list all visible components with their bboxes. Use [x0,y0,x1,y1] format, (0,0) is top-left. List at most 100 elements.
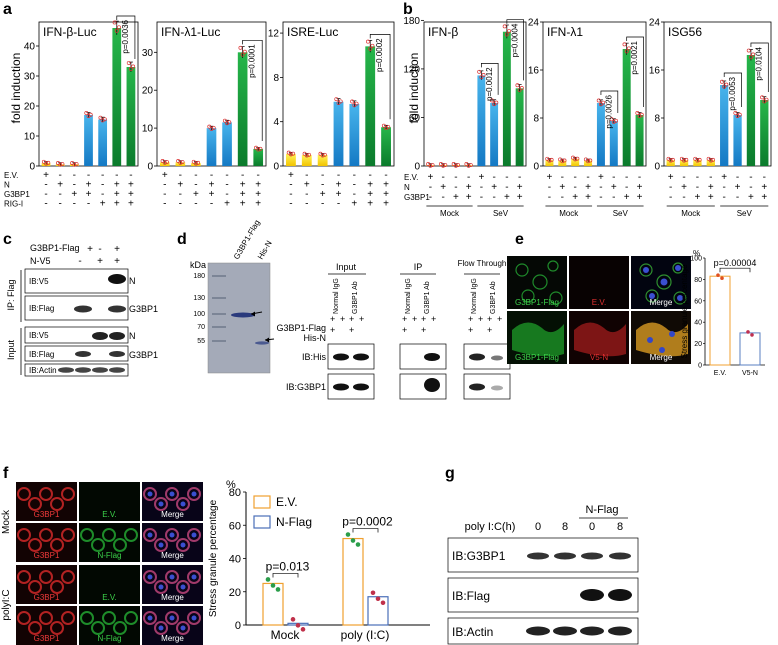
p-value-bracket [600,90,619,113]
sign-cell: - [321,199,324,210]
data-point [720,276,724,280]
sign-cell: + [735,182,741,193]
data-point [338,99,343,104]
data-point [575,156,580,161]
d-section-label: IP [414,262,423,272]
data-point [428,163,433,168]
chart-title: IFN-λ1-Luc [161,25,220,39]
bar [237,52,248,166]
sign-cell: - [163,189,166,200]
data-point [519,85,524,90]
f-cell-label: E.V. [102,510,116,519]
data-point [386,125,391,129]
d-row-label: His-N [304,333,327,343]
d-ab-label: G3BP1 Ab [352,281,359,314]
data-point [614,118,618,123]
nucleus [180,584,186,590]
chart-isre-luc: ISRE-Luc 0 4 8 12 p=0.0002 [268,21,395,173]
data-point [626,46,631,51]
micrograph [79,482,140,521]
data-point [746,330,750,334]
data-point [193,161,198,166]
sign-cell: - [179,189,182,200]
panel-c-blots: G3BP1-Flag N-V5 + - + - + + IP: Flag Inp… [6,243,158,377]
data-point [60,162,65,166]
bar [222,122,232,166]
d-ab-label: G3BP1 Ab [490,281,497,314]
bar [584,160,593,166]
sign-cell: - [305,170,308,181]
sign-cell: - [467,172,470,183]
plot-frame [542,21,647,167]
sign-cell: - [59,199,62,210]
sign-cell: - [129,170,132,181]
panel-label-g: g [445,465,455,482]
y-axis-label: Stress granule percentage [680,264,689,358]
sign-cell: + [367,180,373,191]
data-point [165,160,169,165]
e-cell-label: Merge [650,298,673,307]
sign-cell: - [353,180,356,191]
p-value-bracket [626,36,644,107]
sign-cell: + [288,170,294,181]
bar [739,332,761,366]
cell-outline [187,487,201,501]
y-tick-label: 20 [694,341,702,348]
data-point [764,97,769,102]
data-point [222,118,227,123]
cell-outline [17,528,31,542]
nucleus [191,615,197,621]
y-tick-label: 10 [24,132,36,143]
data-point [88,112,93,117]
bar [317,154,328,166]
chart-ifn-beta-luc: IFN-β-Luc 0 10 20 30 40 p=0.0036 [24,15,139,173]
p-value-bracket [750,42,769,92]
p-value-label: p=0.0002 [375,38,384,72]
sign-cell: - [73,180,76,191]
d-section-label: Flow Through [458,259,507,268]
cell-outline [176,538,190,552]
sign-cell: - [337,170,340,181]
p-value-bracket [242,39,263,141]
sign-cell: + [668,172,674,183]
f-row-label-polyic: polyI:C [1,589,12,620]
sign-cell: - [337,199,340,210]
cell-outline [113,538,127,552]
nucleus [147,491,153,497]
chart-title: IFN-β-Luc [43,25,97,39]
data-point [547,158,552,163]
bar [709,275,731,366]
sign-row-label: G3BP1 [4,190,30,199]
y-tick-label: 20 [24,102,36,113]
sign-row-label: N [404,183,410,192]
d-ab-label: Normal IgG [333,278,340,314]
y-unit: % [226,479,236,491]
svg-text:+: + [487,314,492,324]
sign-cell: - [353,189,356,200]
data-point [746,48,751,53]
svg-text:+: + [421,325,426,335]
data-point [380,600,386,606]
d-ab-label: Normal IgG [471,278,478,314]
data-point [517,87,522,92]
sign-cell: + [383,199,389,210]
cell-outline [143,611,157,625]
svg-text:+: + [349,314,354,324]
f-cell-label: Merge [161,593,184,602]
bar [596,103,605,166]
data-point [737,112,742,117]
data-point [227,120,232,125]
sign-cell: + [336,189,342,200]
svg-text:+: + [349,325,354,335]
data-point [609,117,614,122]
y-tick-label: 30 [24,72,36,83]
data-point [477,69,482,74]
p-value-label: p=0.0104 [755,46,764,80]
sign-cell: - [225,170,228,181]
sign-cell: - [369,170,372,181]
c-sign: + [97,256,103,267]
data-point [162,160,167,165]
sign-cell: + [209,189,215,200]
group-label: Mock [440,209,460,218]
e-cell-label: V5-N [590,353,608,362]
